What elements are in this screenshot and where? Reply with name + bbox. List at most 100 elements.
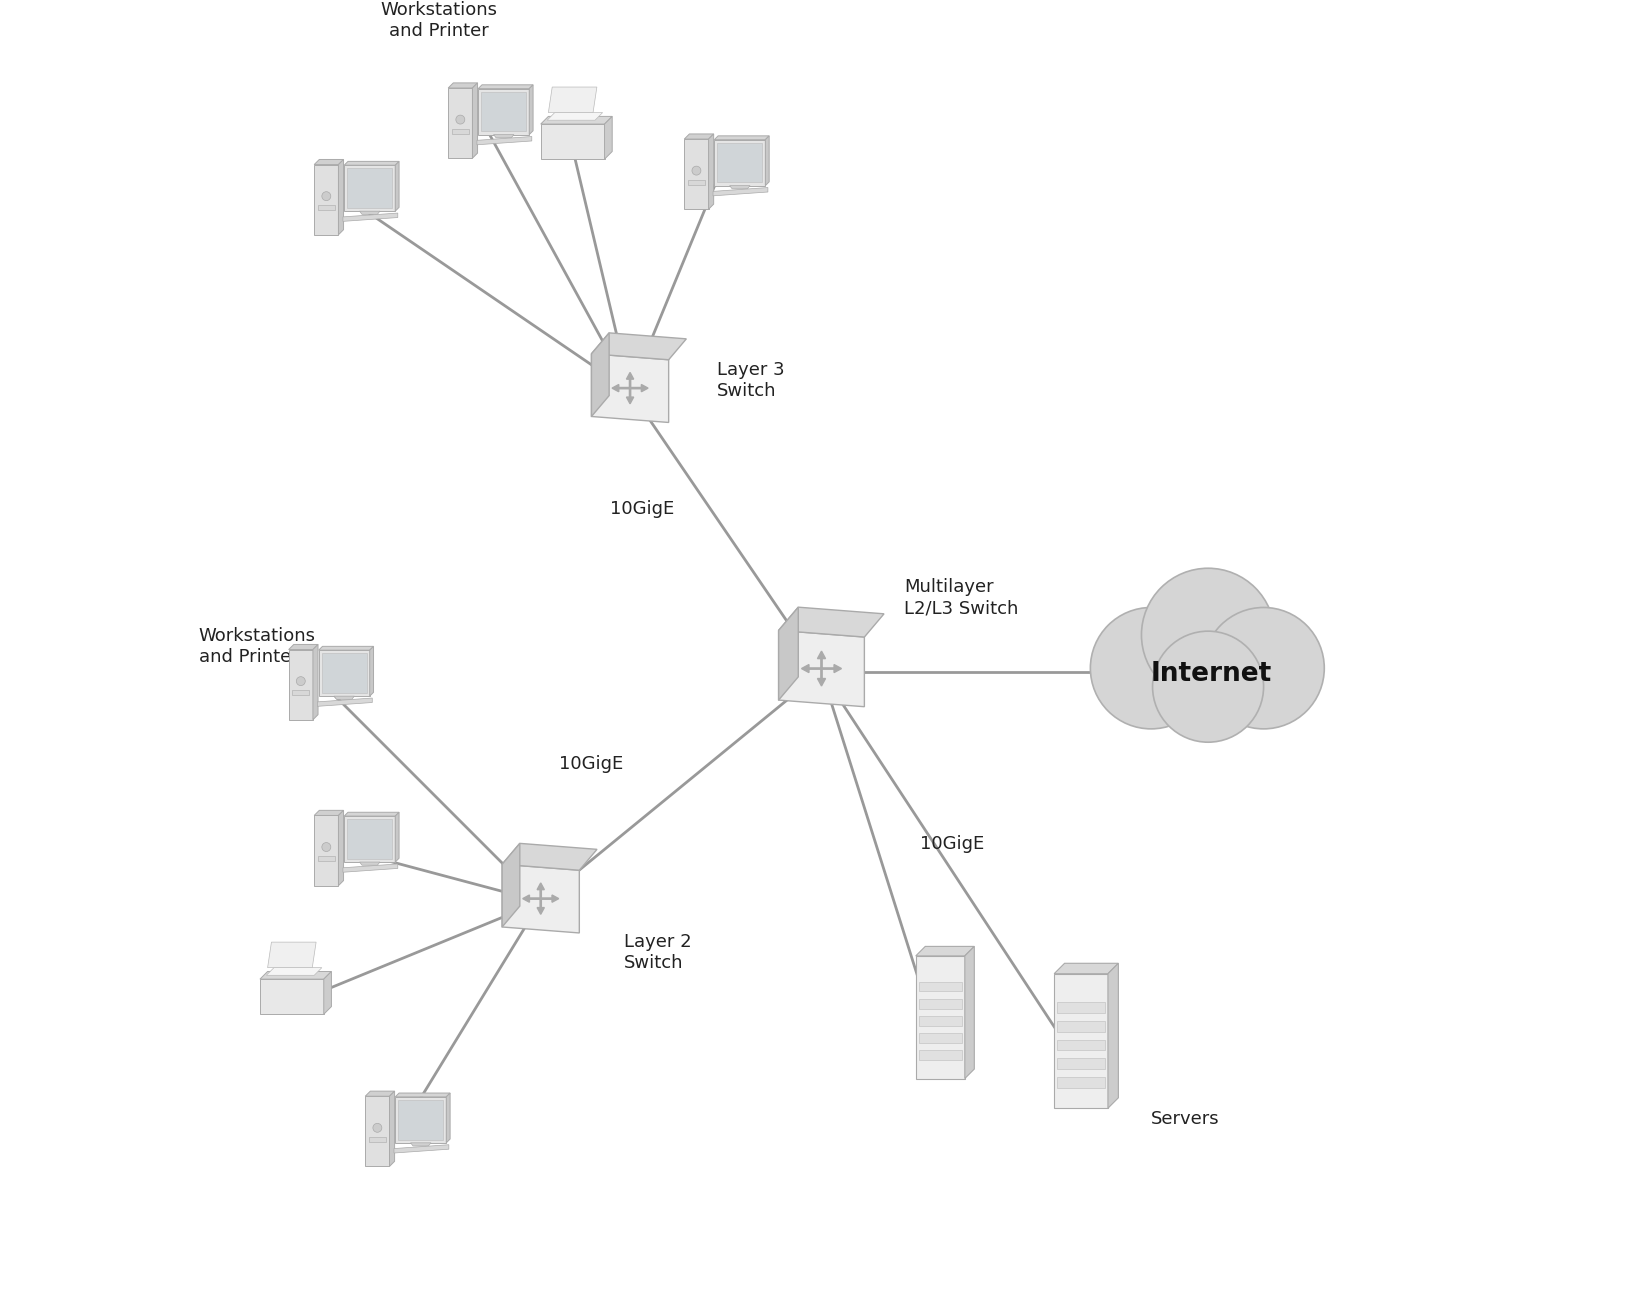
- Polygon shape: [766, 136, 769, 186]
- Polygon shape: [779, 607, 884, 637]
- Polygon shape: [918, 1051, 961, 1060]
- Polygon shape: [449, 88, 473, 159]
- Polygon shape: [360, 862, 380, 865]
- Polygon shape: [708, 134, 713, 210]
- FancyArrow shape: [818, 651, 825, 668]
- Circle shape: [296, 677, 306, 685]
- Polygon shape: [918, 998, 961, 1009]
- Polygon shape: [1107, 963, 1119, 1108]
- Circle shape: [692, 166, 702, 176]
- Text: Multilayer
L2/L3 Switch: Multilayer L2/L3 Switch: [904, 579, 1019, 617]
- Polygon shape: [317, 857, 335, 861]
- Polygon shape: [713, 187, 767, 195]
- FancyArrow shape: [522, 895, 541, 903]
- Polygon shape: [549, 86, 596, 113]
- Polygon shape: [370, 646, 373, 696]
- Polygon shape: [915, 946, 974, 956]
- Polygon shape: [260, 972, 332, 979]
- Polygon shape: [317, 698, 373, 706]
- Polygon shape: [312, 645, 319, 719]
- Polygon shape: [447, 1093, 450, 1142]
- Polygon shape: [365, 1096, 389, 1166]
- FancyArrow shape: [541, 895, 559, 903]
- Polygon shape: [324, 972, 332, 1014]
- Polygon shape: [389, 1091, 394, 1166]
- Polygon shape: [398, 1100, 444, 1140]
- Polygon shape: [314, 160, 343, 165]
- Circle shape: [1091, 608, 1213, 728]
- Polygon shape: [365, 1091, 394, 1096]
- Polygon shape: [478, 85, 532, 89]
- FancyArrow shape: [818, 668, 825, 686]
- FancyArrow shape: [537, 899, 544, 914]
- Polygon shape: [343, 812, 399, 816]
- Polygon shape: [1058, 1040, 1104, 1051]
- Circle shape: [322, 842, 330, 852]
- Polygon shape: [1058, 1058, 1104, 1069]
- Polygon shape: [503, 844, 519, 927]
- Polygon shape: [343, 214, 398, 221]
- Polygon shape: [729, 186, 751, 189]
- Polygon shape: [338, 811, 343, 886]
- Polygon shape: [779, 607, 798, 700]
- Polygon shape: [478, 89, 529, 135]
- FancyArrow shape: [626, 388, 634, 403]
- Polygon shape: [347, 819, 393, 859]
- Polygon shape: [338, 160, 343, 234]
- Polygon shape: [449, 83, 478, 88]
- Polygon shape: [289, 650, 312, 719]
- Text: Layer 3
Switch: Layer 3 Switch: [716, 362, 784, 401]
- Polygon shape: [1058, 1020, 1104, 1031]
- Circle shape: [1142, 569, 1275, 701]
- Polygon shape: [319, 650, 370, 696]
- Polygon shape: [1058, 1077, 1104, 1089]
- Polygon shape: [370, 1137, 386, 1142]
- Polygon shape: [683, 139, 708, 210]
- Text: Internet: Internet: [1150, 662, 1272, 688]
- Polygon shape: [779, 630, 864, 706]
- Circle shape: [322, 191, 330, 200]
- Text: 10GigE: 10GigE: [611, 499, 675, 517]
- Polygon shape: [473, 83, 478, 159]
- Polygon shape: [715, 140, 766, 186]
- Polygon shape: [591, 333, 610, 417]
- Polygon shape: [266, 968, 322, 976]
- FancyArrow shape: [626, 372, 634, 388]
- Polygon shape: [541, 117, 613, 124]
- Polygon shape: [360, 211, 380, 215]
- Polygon shape: [314, 815, 338, 886]
- Polygon shape: [915, 956, 964, 1078]
- Polygon shape: [396, 161, 399, 211]
- Polygon shape: [317, 206, 335, 210]
- Polygon shape: [683, 134, 713, 139]
- Polygon shape: [394, 1145, 449, 1153]
- Circle shape: [373, 1124, 381, 1132]
- Polygon shape: [292, 690, 309, 696]
- Polygon shape: [452, 128, 468, 134]
- Polygon shape: [591, 333, 687, 360]
- FancyArrow shape: [537, 883, 544, 899]
- Polygon shape: [493, 135, 514, 138]
- Polygon shape: [964, 946, 974, 1078]
- Polygon shape: [396, 1093, 450, 1096]
- Polygon shape: [319, 646, 373, 650]
- Polygon shape: [314, 165, 338, 234]
- Circle shape: [1203, 608, 1324, 728]
- Polygon shape: [503, 844, 596, 870]
- Polygon shape: [411, 1142, 430, 1146]
- Text: Workstations
and Printer: Workstations and Printer: [199, 627, 315, 665]
- Polygon shape: [396, 1096, 447, 1142]
- Polygon shape: [396, 812, 399, 862]
- Text: 10GigE: 10GigE: [559, 755, 624, 773]
- Polygon shape: [347, 169, 393, 208]
- Polygon shape: [529, 85, 532, 135]
- Polygon shape: [268, 942, 315, 968]
- Text: Layer 2
Switch: Layer 2 Switch: [624, 933, 692, 972]
- Polygon shape: [503, 865, 580, 933]
- Polygon shape: [481, 92, 526, 131]
- Polygon shape: [343, 816, 396, 862]
- Polygon shape: [260, 979, 324, 1014]
- Polygon shape: [918, 1017, 961, 1026]
- Polygon shape: [343, 165, 396, 211]
- Polygon shape: [343, 161, 399, 165]
